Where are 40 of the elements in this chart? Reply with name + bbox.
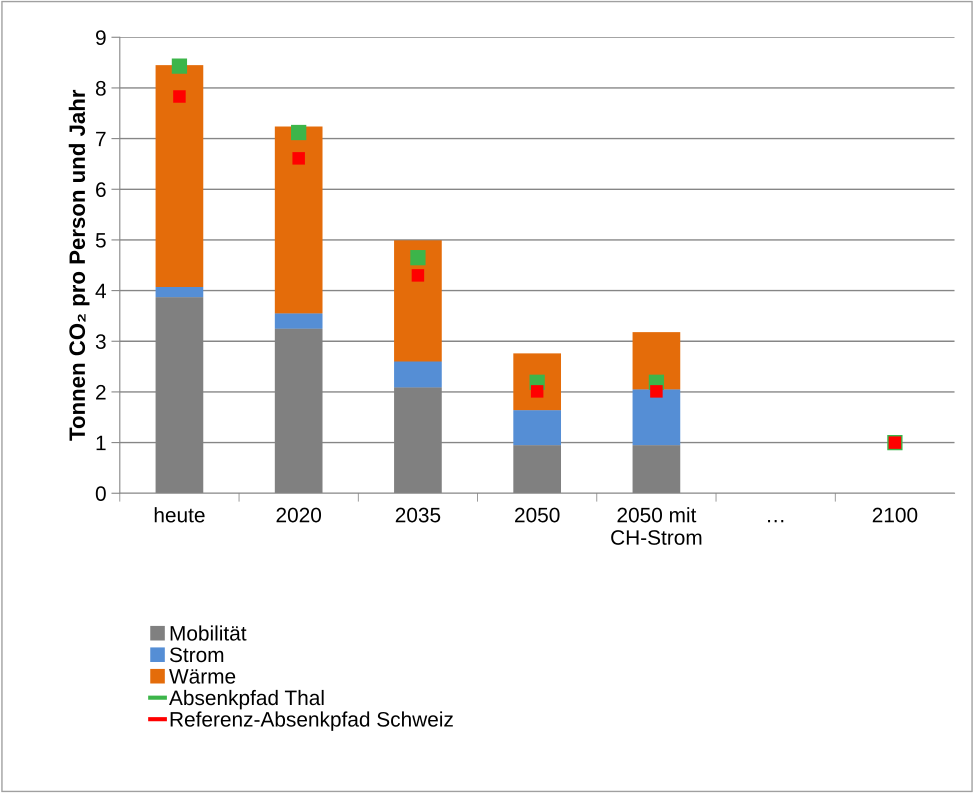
x-tick-label: heute (154, 507, 205, 522)
legend-label: Mobilität (170, 625, 246, 641)
point (650, 385, 663, 398)
point (292, 152, 305, 165)
point (173, 90, 186, 103)
y-tick-label: 4 (96, 284, 106, 298)
y-tick-label: 2 (96, 384, 106, 400)
x-tick-label: 2050 mit CH-Strom (611, 507, 702, 545)
x-tick-label: 2020 (276, 508, 322, 522)
x-tick-label: 2050 (515, 508, 560, 522)
y-tick-label: 8 (96, 80, 106, 96)
y-tick-label: 7 (96, 132, 106, 146)
bar (632, 389, 680, 446)
y-axis-title: Tonnen CO₂ pro Person und Jahr (68, 90, 90, 441)
y-tick-label: 5 (96, 233, 106, 248)
bar (274, 126, 323, 314)
y-tick-label: 9 (96, 30, 106, 46)
point (412, 269, 424, 282)
bar (394, 240, 442, 362)
point (530, 385, 544, 398)
y-tick-label: 1 (96, 436, 106, 450)
bar (394, 362, 442, 388)
x-tick-label: … (768, 520, 784, 522)
legend-label: Wärme (169, 669, 236, 684)
legend-label: Absenkpfad Thal (169, 690, 324, 710)
x-tick-label: 2035 (396, 508, 440, 522)
legend-label: Referenz-Absenkpfad Schweiz (170, 711, 453, 731)
bar (274, 313, 323, 329)
legend-label: Strom (170, 647, 224, 662)
point (172, 58, 188, 74)
y-tick-label: 6 (96, 182, 106, 198)
bar (156, 287, 204, 298)
bar (632, 332, 680, 390)
bar (513, 410, 562, 446)
y-tick-label: 0 (96, 486, 106, 501)
bar (156, 65, 204, 288)
point (410, 250, 426, 266)
point (291, 124, 306, 140)
x-tick-label: 2100 (872, 508, 918, 522)
y-tick-label: 3 (96, 334, 106, 350)
